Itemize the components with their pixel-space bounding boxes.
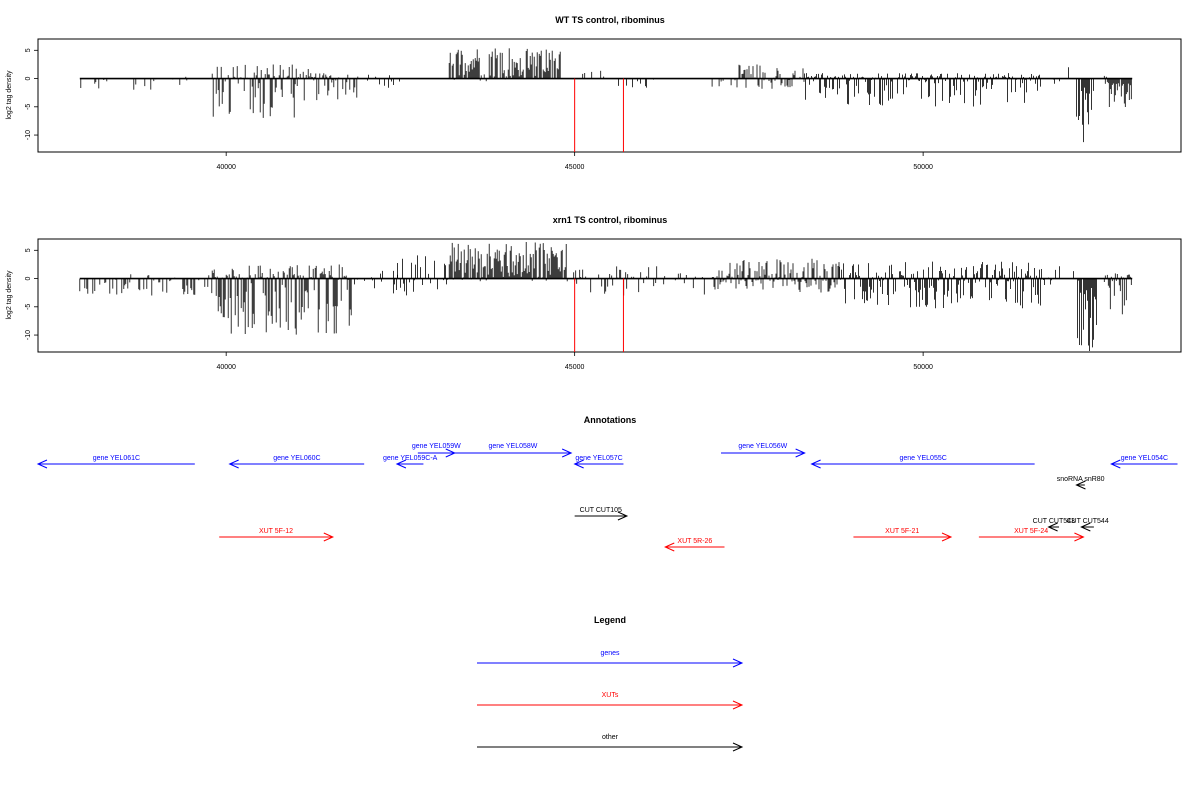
legend-arrowhead	[732, 658, 744, 668]
annotation-feature: CUT CUT543	[1033, 518, 1075, 532]
legend-item: XUTs	[477, 692, 744, 710]
legend-arrowhead	[732, 742, 744, 752]
legend-label: genes	[600, 650, 620, 657]
x-tick-label: 50000	[913, 164, 933, 171]
feature-arrowhead	[36, 459, 48, 469]
annotation-feature: XUT 5R-26	[664, 538, 725, 552]
annotation-feature: XUT 5F-12	[219, 528, 335, 542]
x-tick-label: 40000	[216, 164, 236, 171]
legend-item: genes	[477, 650, 744, 668]
annotation-feature: gene YEL059C-A	[383, 455, 438, 469]
feature-label: CUT CUT543	[1033, 518, 1075, 525]
feature-arrowhead	[1075, 480, 1086, 490]
feature-label: gene YEL059C-A	[383, 455, 438, 462]
annotation-feature: gene YEL055C	[810, 455, 1035, 469]
annotation-feature: gene YEL060C	[228, 455, 365, 469]
annotation-features: gene YEL061C gene YEL060C gene YEL059W gene…	[36, 443, 1178, 552]
feature-arrowhead	[573, 459, 584, 469]
annotation-feature: gene YEL054C	[1110, 455, 1178, 469]
y-tick-label: 0	[25, 77, 32, 81]
feature-arrowhead	[617, 511, 629, 521]
panel-xrn1: xrn1 TS control, ribominus log2 tag dens…	[6, 215, 1182, 371]
annotation-feature: CUT CUT544	[1066, 518, 1109, 532]
feature-arrowhead	[561, 448, 573, 458]
annotation-feature: gene YEL056W	[721, 443, 806, 458]
feature-arrowhead	[1047, 522, 1058, 532]
x-tick-label: 50000	[913, 364, 933, 371]
y-tick-label: 0	[25, 277, 32, 281]
feature-label: gene YEL057C	[575, 455, 622, 462]
y-tick-label: -10	[25, 130, 32, 140]
feature-arrowhead	[228, 459, 239, 469]
panel-title: WT TS control, ribominus	[555, 15, 665, 25]
feature-label: gene YEL056W	[738, 443, 787, 450]
annotation-feature: XUT 5F-21	[853, 528, 953, 542]
plot-frame	[37, 38, 1182, 153]
y-axis-label: log2 tag density	[6, 270, 13, 320]
y-axis: 5 0 -5 -10	[25, 248, 38, 340]
y-tick-label: -5	[25, 304, 32, 310]
legend-title: Legend	[594, 615, 626, 625]
feature-arrowhead	[941, 532, 953, 542]
y-axis: 5 0 -5 -10	[25, 48, 38, 140]
annotation-feature: XUT 5F-24	[978, 528, 1085, 542]
feature-label: XUT 5F-24	[1014, 528, 1048, 535]
legend-item: other	[477, 734, 744, 752]
feature-label: XUT 5F-12	[259, 528, 293, 535]
feature-label: gene YEL058W	[489, 443, 538, 450]
feature-label: CUT CUT105	[580, 507, 622, 514]
y-tick-label: -10	[25, 330, 32, 340]
annotation-feature: gene YEL057C	[573, 455, 624, 469]
bar-series	[80, 48, 1132, 143]
x-tick-label: 45000	[565, 164, 585, 171]
legend: Legend genes XUTs other	[477, 615, 744, 752]
y-tick-label: 5	[25, 248, 32, 252]
feature-label: CUT CUT544	[1066, 518, 1108, 525]
x-tick-label: 45000	[565, 364, 585, 371]
panel-wt: WT TS control, ribominus log2 tag densit…	[6, 15, 1182, 171]
x-tick-label: 40000	[216, 364, 236, 371]
feature-arrowhead	[664, 542, 675, 552]
annotation-feature: gene YEL058W	[454, 443, 573, 458]
x-axis: 40000 45000 50000	[216, 352, 933, 371]
annotation-feature: gene YEL061C	[36, 455, 195, 469]
annotations-title: Annotations	[584, 415, 637, 425]
legend-label: XUTs	[602, 692, 619, 699]
legend-arrowhead	[732, 700, 744, 710]
feature-arrowhead	[323, 532, 335, 542]
annotation-feature: CUT CUT105	[574, 507, 629, 521]
y-tick-label: 5	[25, 48, 32, 52]
feature-label: snoRNA snR80	[1057, 476, 1105, 483]
y-axis-label: log2 tag density	[6, 70, 13, 120]
feature-label: gene YEL054C	[1121, 455, 1168, 462]
annotation-feature: snoRNA snR80	[1057, 476, 1105, 490]
feature-label: gene YEL060C	[273, 455, 320, 462]
legend-items: genes XUTs other	[477, 650, 744, 752]
y-tick-label: -5	[25, 104, 32, 110]
bar-series	[79, 242, 1132, 351]
feature-arrowhead	[1074, 532, 1085, 542]
feature-label: XUT 5R-26	[677, 538, 712, 545]
legend-label: other	[602, 734, 619, 741]
feature-arrowhead	[1080, 522, 1091, 532]
annotations-track: Annotations gene YEL061C gene YEL060Cgene…	[36, 415, 1178, 552]
feature-arrowhead	[1110, 459, 1121, 469]
feature-arrowhead	[810, 459, 821, 469]
feature-label: gene YEL059W	[412, 443, 461, 450]
feature-label: gene YEL061C	[93, 455, 140, 462]
feature-arrowhead	[795, 448, 806, 458]
feature-arrowhead	[395, 459, 407, 469]
feature-label: gene YEL055C	[899, 455, 946, 462]
panel-title: xrn1 TS control, ribominus	[553, 215, 668, 225]
x-axis: 40000 45000 50000	[216, 152, 933, 171]
plot-frame	[37, 238, 1182, 353]
feature-label: XUT 5F-21	[885, 528, 919, 535]
